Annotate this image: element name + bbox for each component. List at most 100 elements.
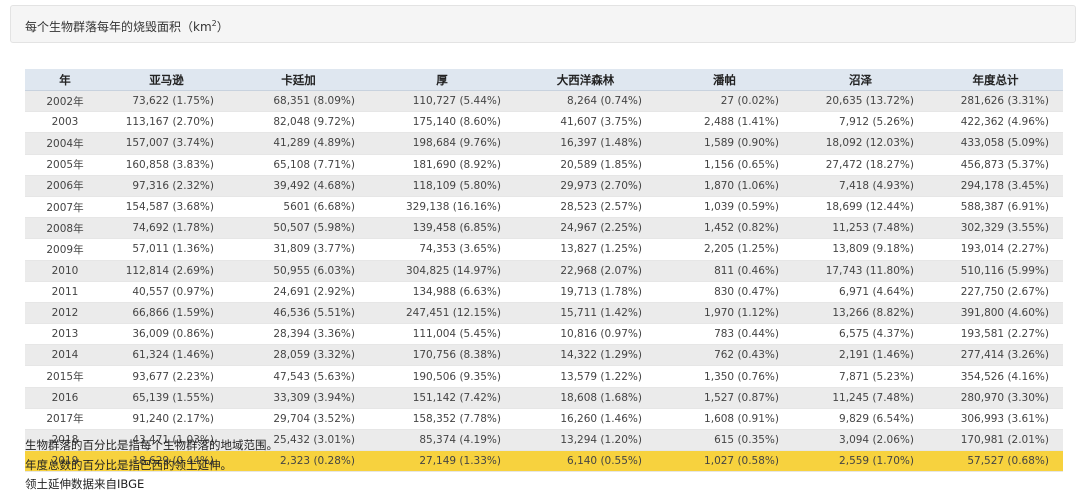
cell-atlantic-forest: 13,827 (1.25%): [515, 238, 656, 261]
cell-pantanal: 7,871 (5.23%): [793, 365, 928, 388]
cell-cerrado: 134,988 (6.63%): [369, 281, 515, 303]
cell-caatinga: 2,323 (0.28%): [228, 450, 369, 473]
column-header-amazon: 亚马逊: [105, 69, 228, 91]
cell-pampa: 762 (0.43%): [656, 344, 793, 367]
cell-cerrado: 247,451 (12.15%): [369, 302, 515, 325]
cell-atlantic-forest: 6,140 (0.55%): [515, 450, 656, 473]
cell-annual-total: 354,526 (4.16%): [928, 365, 1063, 388]
cell-amazon: 43,471 (1.03%): [105, 429, 228, 452]
cell-annual-total: 302,329 (3.55%): [928, 217, 1063, 240]
cell-atlantic-forest: 16,260 (1.46%): [515, 408, 656, 431]
cell-cerrado: 118,109 (5.80%): [369, 175, 515, 197]
column-header-pampa: 潘帕: [656, 69, 793, 91]
cell-pampa: 1,870 (1.06%): [656, 175, 793, 197]
cell-cerrado: 190,506 (9.35%): [369, 365, 515, 388]
cell-caatinga: 5601 (6.68%): [228, 196, 369, 219]
cell-pampa: 2,205 (1.25%): [656, 238, 793, 261]
footnotes: 生物群落的百分比是指每个生物群落的地域范围。 年度总数的百分比是指巴西的领土延伸…: [25, 436, 278, 495]
cell-cerrado: 329,138 (16.16%): [369, 196, 515, 219]
cell-pantanal: 20,635 (13.72%): [793, 90, 928, 113]
cell-year: 2013: [25, 323, 105, 346]
cell-atlantic-forest: 14,322 (1.29%): [515, 344, 656, 367]
cell-annual-total: 422,362 (4.96%): [928, 111, 1063, 134]
cell-annual-total: 306,993 (3.61%): [928, 408, 1063, 431]
cell-atlantic-forest: 10,816 (0.97%): [515, 323, 656, 346]
cell-atlantic-forest: 29,973 (2.70%): [515, 175, 656, 197]
cell-year: 2009年: [25, 238, 105, 261]
column-header-annual-total: 年度总计: [928, 69, 1063, 91]
cell-pampa: 1,527 (0.87%): [656, 387, 793, 409]
column-header-caatinga: 卡廷加: [228, 69, 369, 91]
cell-amazon: 91,240 (2.17%): [105, 408, 228, 431]
cell-pampa: 783 (0.44%): [656, 323, 793, 346]
cell-amazon: 113,167 (2.70%): [105, 111, 228, 134]
cell-annual-total: 588,387 (6.91%): [928, 196, 1063, 219]
footnote-source: 领土延伸数据来自IBGE: [25, 477, 145, 491]
cell-pampa: 1,970 (1.12%): [656, 302, 793, 325]
cell-cerrado: 175,140 (8.60%): [369, 111, 515, 134]
cell-annual-total: 193,014 (2.27%): [928, 238, 1063, 261]
cell-caatinga: 31,809 (3.77%): [228, 238, 369, 261]
table-row: 2017年 91,240 (2.17%) 29,704 (3.52%) 158,352…: [25, 408, 1063, 431]
cell-year: 2019: [25, 450, 105, 473]
footnote-biome-percent: 生物群落的百分比是指每个生物群落的地域范围。: [25, 438, 278, 452]
cell-cerrado: 139,458 (6.85%): [369, 217, 515, 240]
cell-year: 2002年: [25, 90, 105, 113]
table-header-row: 年亚马逊 卡廷加厚大西洋森林 潘帕 沼泽 年度总计: [25, 69, 1063, 91]
cell-pampa: 811 (0.46%): [656, 260, 793, 282]
cell-annual-total: 456,873 (5.37%): [928, 154, 1063, 176]
cell-pantanal: 17,743 (11.80%): [793, 260, 928, 282]
cell-annual-total: 193,581 (2.27%): [928, 323, 1063, 346]
table-row: 2016 65,139 (1.55%) 33,309 (3.94%) 151,142 …: [25, 387, 1063, 409]
cell-pantanal: 11,253 (7.48%): [793, 217, 928, 240]
panel-title-text: 每个生物群落每年的烧毁面积（km: [25, 20, 212, 34]
cell-amazon: 160,858 (3.83%): [105, 154, 228, 176]
cell-pantanal: 7,418 (4.93%): [793, 175, 928, 197]
cell-amazon: 97,316 (2.32%): [105, 175, 228, 197]
cell-cerrado: 27,149 (1.33%): [369, 450, 515, 473]
cell-atlantic-forest: 13,294 (1.20%): [515, 429, 656, 452]
cell-pantanal: 18,092 (12.03%): [793, 132, 928, 155]
cell-amazon: 73,622 (1.75%): [105, 90, 228, 113]
cell-amazon: 57,011 (1.36%): [105, 238, 228, 261]
cell-cerrado: 110,727 (5.44%): [369, 90, 515, 113]
cell-pantanal: 6,971 (4.64%): [793, 281, 928, 303]
cell-caatinga: 29,704 (3.52%): [228, 408, 369, 431]
cell-cerrado: 111,004 (5.45%): [369, 323, 515, 346]
table-row: 2012 66,866 (1.59%) 46,536 (5.51%) 247,451 …: [25, 302, 1063, 325]
cell-year: 2008年: [25, 217, 105, 240]
cell-pampa: 2,488 (1.41%): [656, 111, 793, 134]
cell-atlantic-forest: 24,967 (2.25%): [515, 217, 656, 240]
cell-pantanal: 13,266 (8.82%): [793, 302, 928, 325]
cell-pantanal: 6,575 (4.37%): [793, 323, 928, 346]
cell-pantanal: 7,912 (5.26%): [793, 111, 928, 134]
table-row: 2013 36,009 (0.86%) 28,394 (3.36%) 111,004 …: [25, 323, 1063, 346]
cell-cerrado: 198,684 (9.76%): [369, 132, 515, 155]
cell-amazon: 36,009 (0.86%): [105, 323, 228, 346]
cell-atlantic-forest: 15,711 (1.42%): [515, 302, 656, 325]
cell-caatinga: 24,691 (2.92%): [228, 281, 369, 303]
cell-year: 2006年: [25, 175, 105, 197]
cell-cerrado: 85,374 (4.19%): [369, 429, 515, 452]
cell-pantanal: 2,559 (1.70%): [793, 450, 928, 473]
cell-caatinga: 47,543 (5.63%): [228, 365, 369, 388]
table-row: 2015年 93,677 (2.23%) 47,543 (5.63%) 190,506…: [25, 365, 1063, 388]
cell-pantanal: 27,472 (18.27%): [793, 154, 928, 176]
cell-atlantic-forest: 18,608 (1.68%): [515, 387, 656, 409]
table-row: 2002年 73,622 (1.75%) 68,351 (8.09%) 110,727…: [25, 90, 1063, 113]
title-panel: 每个生物群落每年的烧毁面积（km2）: [10, 5, 1076, 43]
table-row: 2014 61,324 (1.46%) 28,059 (3.32%) 170,756 …: [25, 344, 1063, 367]
cell-cerrado: 170,756 (8.38%): [369, 344, 515, 367]
cell-year: 2011: [25, 281, 105, 303]
cell-caatinga: 68,351 (8.09%): [228, 90, 369, 113]
cell-year: 2004年: [25, 132, 105, 155]
cell-caatinga: 28,059 (3.32%): [228, 344, 369, 367]
cell-caatinga: 46,536 (5.51%): [228, 302, 369, 325]
cell-year: 2012: [25, 302, 105, 325]
cell-caatinga: 50,507 (5.98%): [228, 217, 369, 240]
cell-annual-total: 57,527 (0.68%): [928, 450, 1063, 473]
cell-atlantic-forest: 16,397 (1.48%): [515, 132, 656, 155]
cell-year: 2010: [25, 260, 105, 282]
cell-pantanal: 9,829 (6.54%): [793, 408, 928, 431]
cell-caatinga: 39,492 (4.68%): [228, 175, 369, 197]
